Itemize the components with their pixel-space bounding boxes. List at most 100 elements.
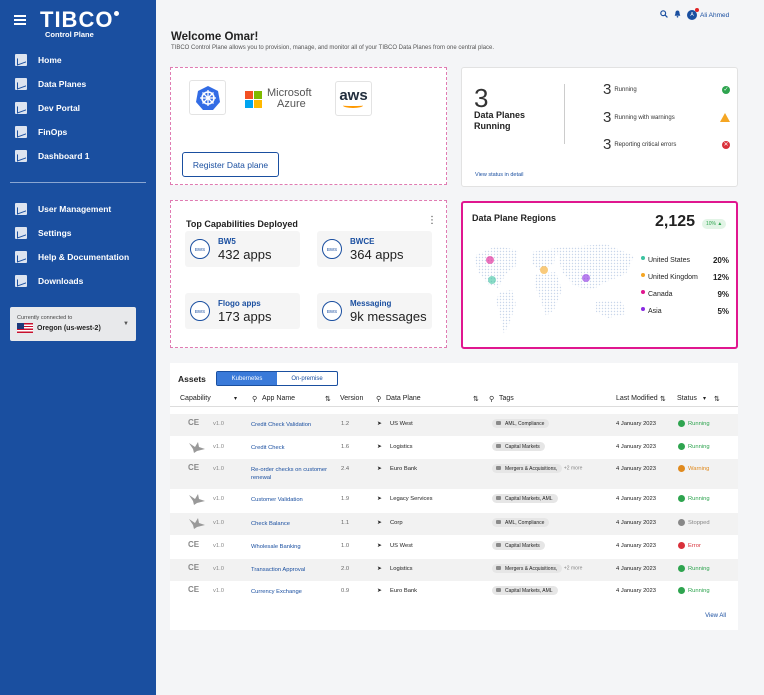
- status-icon: [678, 420, 685, 427]
- view-status-link[interactable]: View status in detail: [475, 172, 524, 178]
- last-modified: 4 January 2023: [616, 421, 656, 427]
- connection-selector[interactable]: Currently connected to Oregon (us-west-2…: [10, 307, 136, 341]
- search-icon[interactable]: [660, 10, 668, 20]
- map-marker-asia: [582, 274, 590, 282]
- nav-item-downloads[interactable]: Downloads: [0, 269, 156, 293]
- tag[interactable]: Mergers & Acquisitions,: [492, 564, 563, 573]
- table-row[interactable]: CE v1.0 Re-order checks on customer renewal…: [170, 459, 738, 489]
- col-app-name[interactable]: App Name: [262, 395, 296, 402]
- nav-item-dev-portal[interactable]: Dev Portal: [0, 96, 156, 120]
- legend-item: Asia 5%: [641, 303, 729, 320]
- more-tags[interactable]: +2 more: [563, 565, 583, 572]
- col-version[interactable]: Version: [340, 395, 364, 402]
- app-name-link[interactable]: Credit Check Validation: [251, 421, 311, 429]
- table-row[interactable]: v1.0 Customer Validation 1.9 ➤ Legacy Servic…: [170, 489, 738, 511]
- tab-on-premise[interactable]: On-premise: [291, 375, 323, 382]
- legend-dot-icon: [641, 306, 645, 311]
- app-name-link[interactable]: Transaction Approval: [251, 566, 305, 574]
- regions-title: Data Plane Regions: [472, 213, 557, 223]
- chevron-down-icon[interactable]: ▾: [234, 396, 238, 402]
- tibco-logo[interactable]: TIBCO Control Plane: [40, 9, 140, 39]
- col-tags[interactable]: Tags: [499, 395, 514, 402]
- check-circle-icon: ✓: [722, 85, 730, 94]
- chevron-down-icon[interactable]: ▾: [703, 396, 707, 402]
- nav-item-user-management[interactable]: User Management: [0, 197, 156, 221]
- app-name-link[interactable]: Re-order checks on customer renewal: [251, 466, 327, 482]
- sort-icon[interactable]: ⇅: [473, 396, 479, 403]
- search-icon[interactable]: ⚲: [376, 396, 382, 403]
- col-last-modified[interactable]: Last Modified: [616, 395, 658, 402]
- tab-kubernetes[interactable]: Kubernetes: [217, 372, 277, 385]
- table-row[interactable]: CE v1.0 Currency Exchange 0.9 ➤ Euro Bank Capi…: [170, 581, 738, 603]
- regions-total: 2,125: [655, 213, 696, 230]
- tag[interactable]: Mergers & Acquisitions,: [492, 464, 563, 473]
- nav-item-data-planes[interactable]: Data Planes: [0, 72, 156, 96]
- table-row[interactable]: CE v1.0 Wholesale Banking 1.0 ➤ US West Capita…: [170, 536, 738, 558]
- tag[interactable]: AML, Compliance: [492, 518, 550, 527]
- tag-group: AML, Compliance: [492, 419, 550, 428]
- nav-item-home[interactable]: Home: [0, 48, 156, 72]
- capability-version: v1.0: [213, 543, 224, 549]
- aws-logo[interactable]: aws: [335, 81, 372, 116]
- capability-version: v1.0: [213, 444, 224, 450]
- capability-messaging[interactable]: BWS Messaging 9k messages: [317, 293, 432, 329]
- tag[interactable]: Capital Markets: [492, 541, 545, 550]
- aws-text: aws: [339, 87, 368, 104]
- send-icon: ➤: [377, 444, 382, 450]
- capability-version: v1.0: [213, 588, 224, 594]
- capability-badge-icon: BWS: [322, 239, 342, 259]
- table-row[interactable]: CE v1.0 Credit Check Validation 1.2 ➤ US West…: [170, 414, 738, 436]
- microsoft-logo-icon: [245, 90, 262, 108]
- app-name-link[interactable]: Credit Check: [251, 444, 285, 452]
- connection-value: Oregon (us-west-2): [37, 324, 101, 332]
- more-options-icon[interactable]: ⋮: [427, 215, 437, 226]
- tag[interactable]: Capital Markets, AML: [492, 586, 558, 595]
- nav-item-help[interactable]: Help & Documentation: [0, 245, 156, 269]
- tag[interactable]: Capital Markets: [492, 442, 545, 451]
- col-data-plane[interactable]: Data Plane: [386, 395, 421, 402]
- chart-icon: [15, 275, 27, 287]
- nav-item-dashboard-1[interactable]: Dashboard 1: [0, 144, 156, 168]
- sort-icon[interactable]: ⇅: [325, 396, 331, 403]
- table-row[interactable]: v1.0 Credit Check 1.6 ➤ Logistics Capital Mar…: [170, 437, 738, 459]
- app-name-link[interactable]: Customer Validation: [251, 496, 303, 504]
- col-capability[interactable]: Capability: [180, 395, 211, 402]
- user-avatar[interactable]: A: [687, 8, 699, 20]
- status-label: Running: [614, 86, 637, 93]
- app-name-link[interactable]: Wholesale Banking: [251, 543, 301, 551]
- nav-item-finops[interactable]: FinOps: [0, 120, 156, 144]
- azure-logo[interactable]: Microsoft Azure: [245, 88, 312, 110]
- error-icon: ✕: [722, 140, 730, 149]
- table-header: Capability ▾ ⚲ App Name ⇅ Version ⚲ Data…: [170, 393, 738, 407]
- app-name: Wholesale Banking: [251, 544, 301, 550]
- more-tags[interactable]: +2 more: [563, 465, 583, 472]
- search-icon[interactable]: ⚲: [489, 396, 495, 403]
- world-map[interactable]: [466, 238, 641, 338]
- view-all-link[interactable]: View All: [705, 613, 726, 619]
- table-row[interactable]: v1.0 Check Balance 1.1 ➤ Corp AML, Compliance…: [170, 513, 738, 535]
- capability-version: v1.0: [213, 421, 224, 427]
- bwce-capability-icon: CE: [188, 585, 200, 594]
- nav-item-settings[interactable]: Settings: [0, 221, 156, 245]
- app-name-link[interactable]: Check Balance: [251, 520, 290, 528]
- search-icon[interactable]: ⚲: [252, 396, 258, 403]
- capability-flogo[interactable]: BWS Flogo apps 173 apps: [185, 293, 300, 329]
- capability-bw5[interactable]: BWS BW5 432 apps: [185, 231, 300, 267]
- version: 2.0: [341, 566, 350, 572]
- version: 2.4: [341, 466, 350, 472]
- col-status[interactable]: Status: [677, 395, 697, 402]
- app-name-link[interactable]: Currency Exchange: [251, 588, 302, 596]
- kubernetes-logo-icon[interactable]: [189, 80, 226, 115]
- register-data-plane-button[interactable]: Register Data plane: [182, 152, 279, 177]
- tag[interactable]: AML, Compliance: [492, 419, 550, 428]
- capability-bwce[interactable]: BWS BWCE 364 apps: [317, 231, 432, 267]
- nav-label: Help & Documentation: [38, 252, 130, 262]
- sort-icon[interactable]: ⇅: [660, 396, 666, 403]
- bell-icon[interactable]: [674, 10, 681, 20]
- user-name[interactable]: Ali Ahmed: [700, 11, 730, 19]
- sort-icon[interactable]: ⇅: [714, 396, 720, 403]
- table-row[interactable]: CE v1.0 Transaction Approval 2.0 ➤ Logistics M…: [170, 559, 738, 581]
- tag[interactable]: Capital Markets, AML: [492, 494, 558, 503]
- send-icon: ➤: [377, 588, 382, 594]
- hamburger-menu-icon[interactable]: [14, 15, 26, 25]
